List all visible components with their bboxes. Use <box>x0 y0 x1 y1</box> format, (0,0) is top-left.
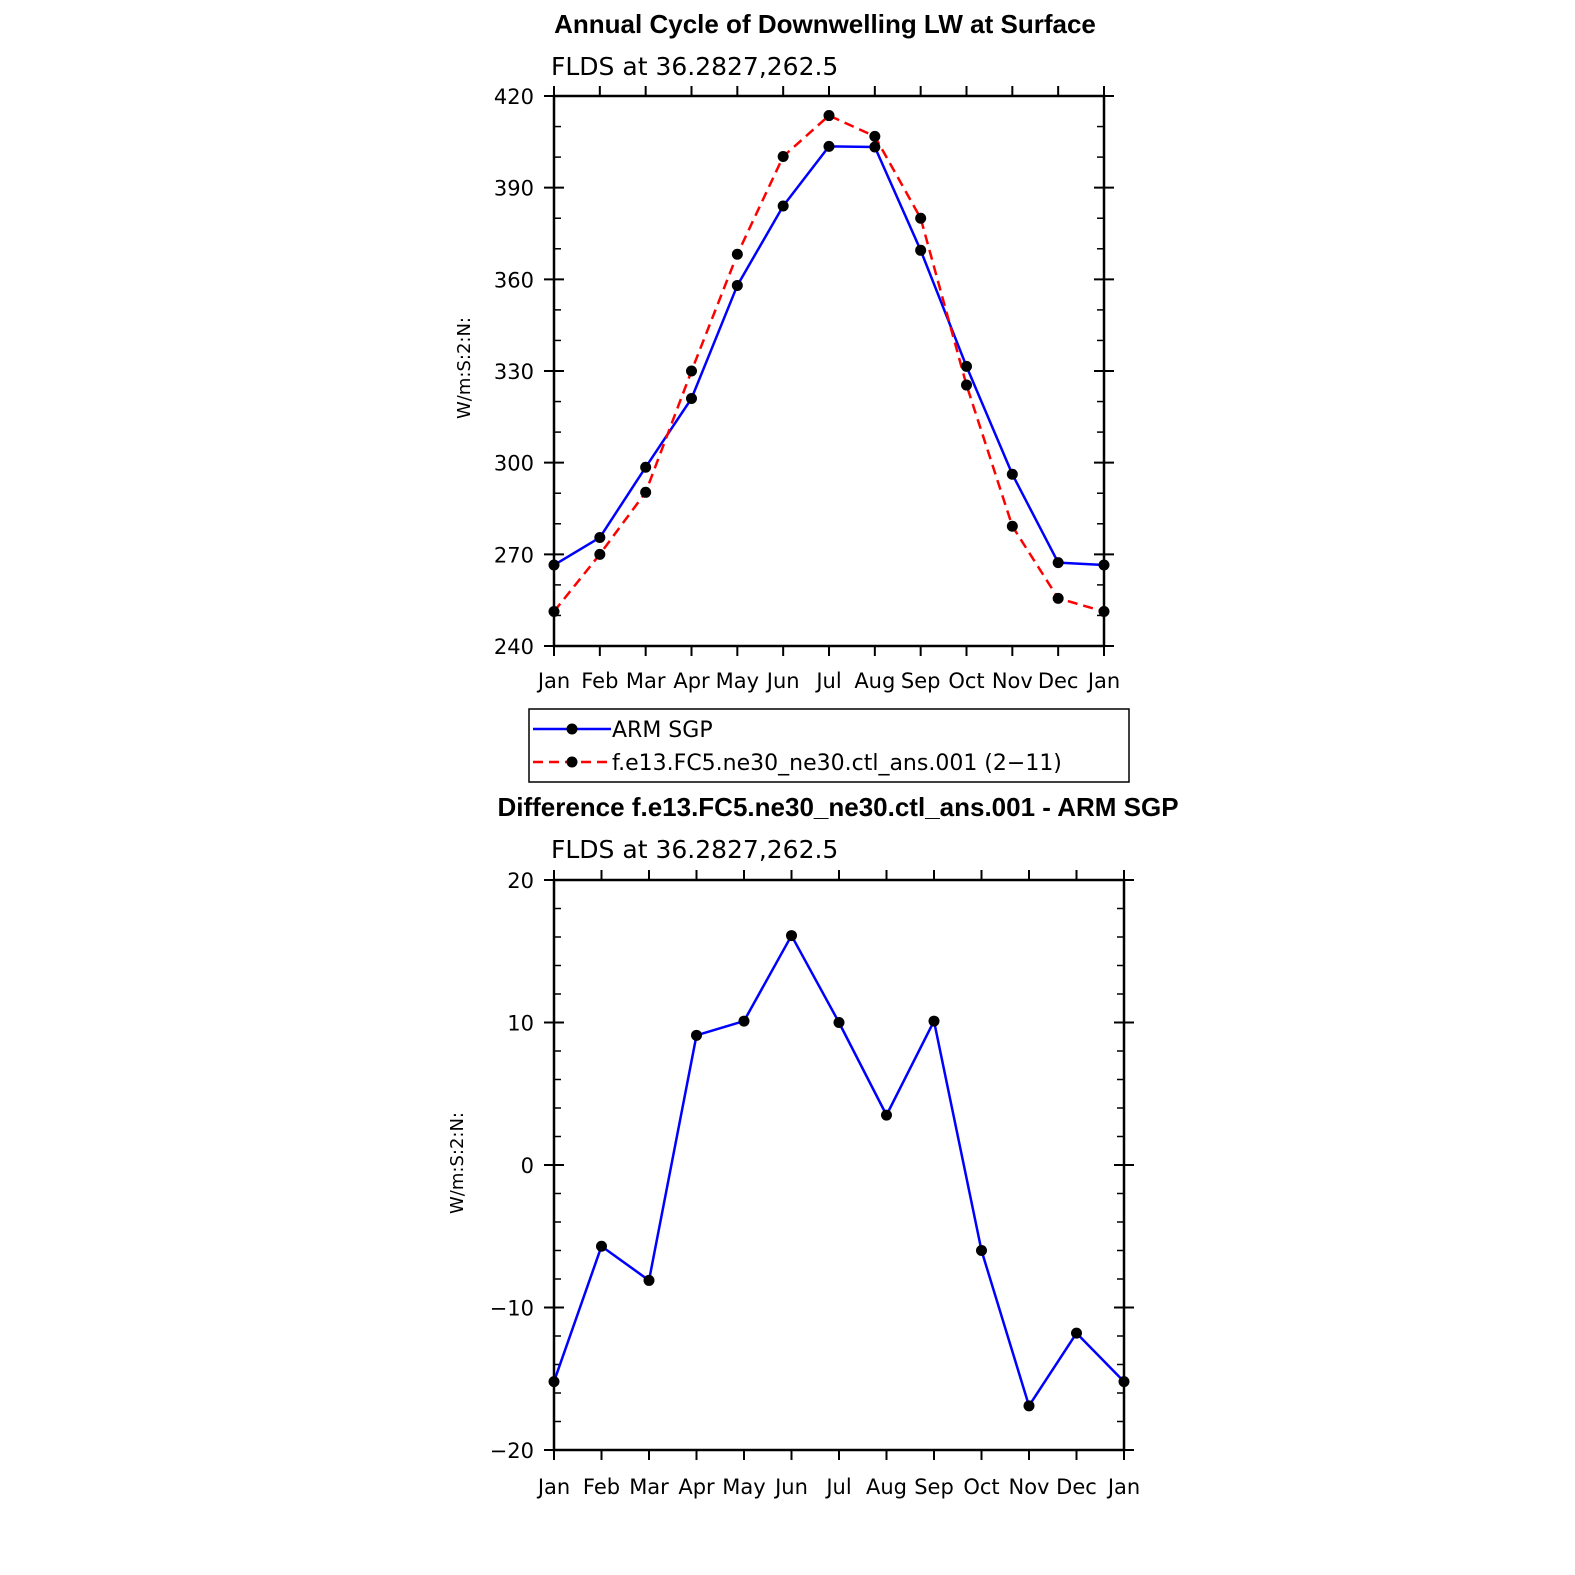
y-tick-label: 360 <box>494 268 534 292</box>
y-tick-label: −20 <box>490 1439 534 1463</box>
x-tick-label: Mar <box>626 669 666 693</box>
y-tick-label: 390 <box>494 177 534 201</box>
x-tick-label: Jan <box>536 1475 570 1499</box>
legend-label-model: f.e13.FC5.ne30_ne30.ctl_ans.001 (2−11) <box>612 751 1062 776</box>
data-point-series-1 <box>869 130 881 142</box>
data-point-series-1 <box>594 548 606 560</box>
data-point-series-1 <box>961 379 972 391</box>
data-point-series-0 <box>738 1015 750 1027</box>
x-tick-label: Jun <box>765 669 800 693</box>
legend-box <box>528 708 1130 783</box>
data-point-series-0 <box>691 1029 702 1041</box>
x-tick-label: Jan <box>536 669 570 693</box>
data-point-series-0 <box>823 140 835 152</box>
data-point-series-0 <box>1118 1376 1130 1388</box>
y-tick-label: 300 <box>494 452 534 476</box>
x-tick-label: Feb <box>581 669 618 693</box>
x-tick-label: Apr <box>673 669 710 693</box>
data-point-series-0 <box>643 1274 655 1286</box>
x-tick-label: Jul <box>814 669 841 693</box>
legend: ARM SGP f.e13.FC5.ne30_ne30.ctl_ans.001 … <box>528 708 1130 783</box>
data-point-series-1 <box>823 110 835 122</box>
data-point-series-0 <box>915 244 927 256</box>
x-tick-label: May <box>716 669 759 693</box>
y-tick-label: 10 <box>507 1012 534 1036</box>
data-point-series-1 <box>915 212 927 224</box>
data-point-series-0 <box>548 559 560 571</box>
data-point-series-0 <box>731 279 743 291</box>
x-tick-label: Oct <box>963 1475 999 1499</box>
data-point-series-0 <box>686 393 697 404</box>
x-tick-label: Oct <box>948 669 984 693</box>
data-point-series-0 <box>833 1017 845 1028</box>
legend-marker-arm-sgp <box>566 723 578 735</box>
data-point-series-0 <box>777 200 789 212</box>
data-point-series-0 <box>1052 557 1064 569</box>
x-tick-label: Sep <box>901 669 941 693</box>
data-point-series-0 <box>548 1376 560 1388</box>
data-point-series-1 <box>640 486 652 498</box>
data-point-series-0 <box>881 1109 892 1121</box>
y-tick-label: 270 <box>494 543 534 567</box>
data-point-series-0 <box>640 461 652 473</box>
x-tick-label: Apr <box>678 1475 715 1499</box>
legend-marker-model <box>566 756 578 768</box>
x-tick-label: May <box>722 1475 765 1499</box>
data-point-series-1 <box>548 605 560 617</box>
annual-cycle-chart: Annual Cycle of Downwelling LW at Surfac… <box>454 9 1120 693</box>
difference-chart: Difference f.e13.FC5.ne30_ne30.ctl_ans.0… <box>447 792 1179 1499</box>
y-tick-label: 420 <box>494 85 534 109</box>
data-point-series-0 <box>596 1240 607 1252</box>
x-tick-label: Aug <box>866 1475 907 1499</box>
data-point-series-0 <box>976 1245 987 1256</box>
x-tick-label: Jan <box>1106 1475 1140 1499</box>
data-point-series-0 <box>928 1015 940 1027</box>
x-tick-label: Sep <box>914 1475 954 1499</box>
y-axis-label: W/m:S:2:N: <box>454 317 475 419</box>
data-point-series-0 <box>1023 1400 1035 1412</box>
x-tick-label: Aug <box>854 669 895 693</box>
data-point-series-0 <box>786 930 797 942</box>
series-line-0 <box>552 934 1125 1408</box>
data-point-series-1 <box>1098 605 1110 617</box>
chart-title: Annual Cycle of Downwelling LW at Surfac… <box>554 9 1096 39</box>
y-tick-label: −10 <box>490 1297 534 1321</box>
x-tick-label: Dec <box>1038 669 1079 693</box>
y-tick-label: 240 <box>494 635 534 659</box>
data-point-series-0 <box>869 141 881 153</box>
x-tick-label: Dec <box>1056 1475 1097 1499</box>
x-tick-label: Mar <box>629 1475 669 1499</box>
data-point-series-0 <box>1098 559 1110 571</box>
legend-label-arm-sgp: ARM SGP <box>612 718 713 743</box>
data-point-series-1 <box>777 151 789 162</box>
y-tick-label: 0 <box>521 1154 534 1178</box>
y-axis-label: W/m:S:2:N: <box>447 1112 468 1214</box>
x-tick-label: Nov <box>1009 1475 1050 1499</box>
data-point-series-0 <box>961 360 972 372</box>
data-point-series-1 <box>1006 520 1018 532</box>
x-tick-label: Nov <box>992 669 1033 693</box>
data-point-series-1 <box>731 248 743 260</box>
data-point-series-1 <box>686 365 697 377</box>
data-point-series-1 <box>1052 592 1064 604</box>
x-tick-label: Jun <box>773 1475 808 1499</box>
chart-subtitle: FLDS at 36.2827,262.5 <box>551 835 838 864</box>
y-tick-label: 20 <box>507 869 534 893</box>
x-tick-label: Jan <box>1086 669 1120 693</box>
chart-title: Difference f.e13.FC5.ne30_ne30.ctl_ans.0… <box>497 792 1178 822</box>
x-tick-label: Jul <box>824 1475 851 1499</box>
data-point-series-0 <box>594 532 606 544</box>
series-line-0 <box>553 145 1105 567</box>
plot-frame <box>552 94 1106 648</box>
x-tick-label: Feb <box>583 1475 620 1499</box>
data-point-series-0 <box>1006 468 1018 480</box>
series-line-1 <box>553 114 1105 613</box>
y-tick-label: 330 <box>494 360 534 384</box>
data-point-series-0 <box>1071 1327 1082 1339</box>
plot-frame <box>552 878 1126 1452</box>
chart-subtitle: FLDS at 36.2827,262.5 <box>551 52 838 81</box>
